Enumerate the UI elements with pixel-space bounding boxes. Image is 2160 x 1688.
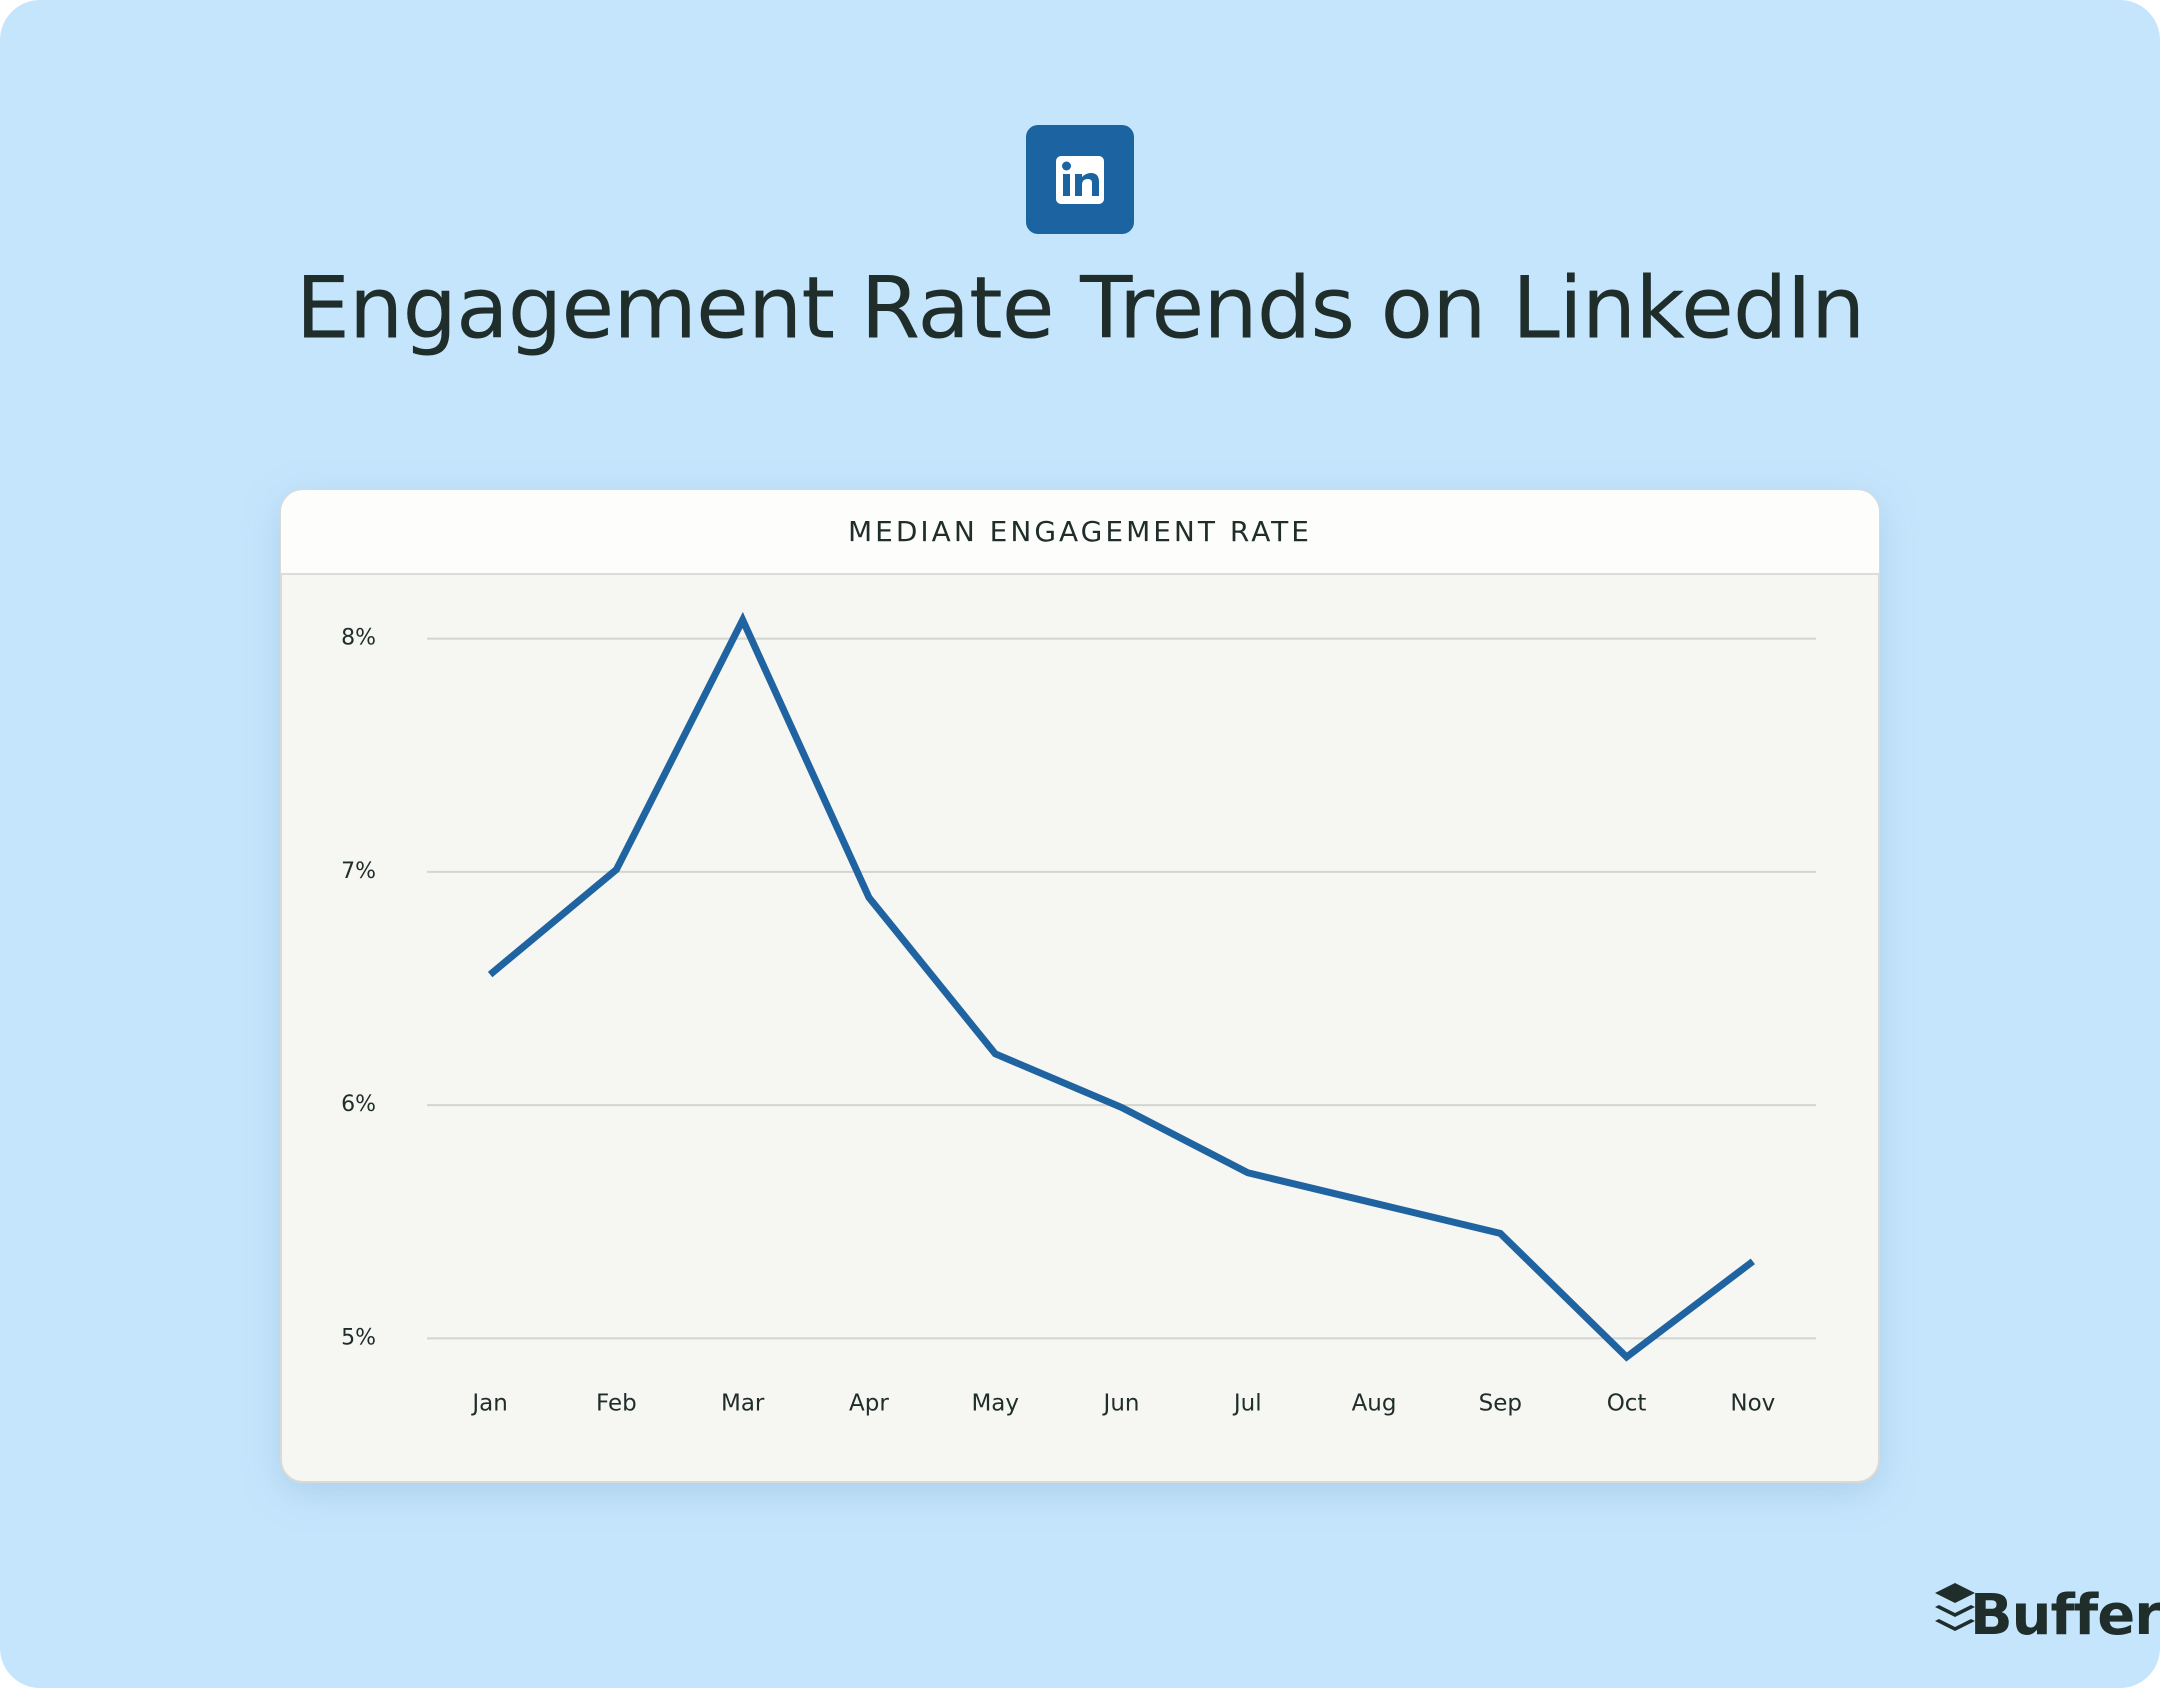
chart-subtitle: MEDIAN ENGAGEMENT RATE bbox=[848, 515, 1312, 548]
x-tick-label: Nov bbox=[1730, 1391, 1775, 1417]
buffer-logo bbox=[1935, 1583, 1975, 1631]
y-tick-label: 6% bbox=[341, 1092, 376, 1117]
x-tick-label: Oct bbox=[1607, 1391, 1647, 1417]
plot: 5% 6% 7% 8% Jan Feb Mar Apr May Jun Jul Aug Sep Oct No… bbox=[341, 611, 1816, 1417]
x-tick-label: Aug bbox=[1352, 1391, 1397, 1417]
x-tick-label: Jul bbox=[1232, 1391, 1262, 1417]
title: Engagement Rate Trends on LinkedIn bbox=[296, 258, 1865, 358]
x-tick-label: Mar bbox=[721, 1391, 765, 1417]
y-tick-label: 5% bbox=[341, 1325, 376, 1350]
y-tick-label: 8% bbox=[341, 626, 376, 651]
linkedin-icon bbox=[1026, 125, 1134, 234]
y-tick-label: 7% bbox=[341, 859, 376, 884]
x-tick-label: Feb bbox=[596, 1391, 637, 1417]
line bbox=[487, 611, 1755, 1362]
x-tick-label: Sep bbox=[1479, 1391, 1522, 1417]
x-tick-label: May bbox=[971, 1391, 1019, 1417]
x-tick-label: Apr bbox=[849, 1391, 889, 1417]
brand: Buffer bbox=[1970, 1583, 2160, 1648]
x-tick-label: Jun bbox=[1102, 1391, 1140, 1417]
x-tick-label: Jan bbox=[470, 1391, 507, 1417]
